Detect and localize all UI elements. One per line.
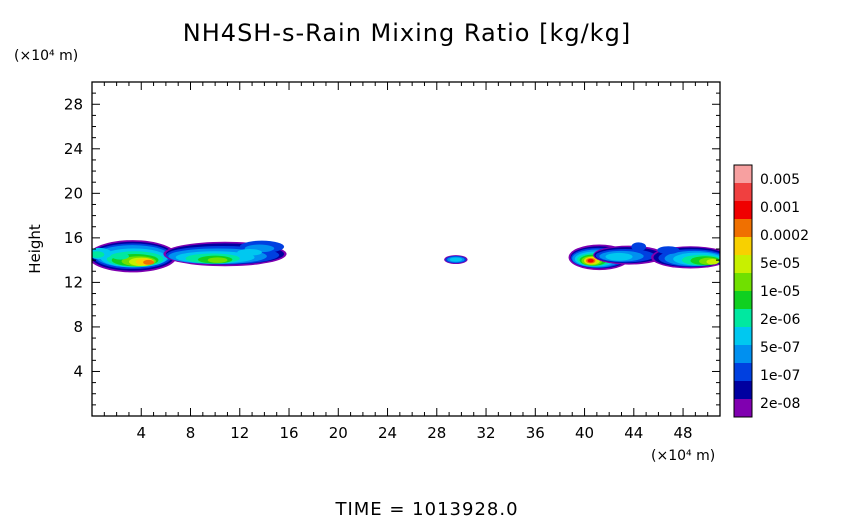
colorbar-swatch: [734, 165, 752, 184]
colorbar-label: 2e-08: [760, 396, 800, 412]
time-label: TIME = 1013928.0: [334, 499, 518, 519]
x-tick-label: 32: [476, 424, 495, 442]
colorbar-label: 0.005: [760, 172, 800, 188]
left-cloud-extension: [237, 249, 262, 256]
y-tick-label: 12: [64, 273, 83, 291]
colorbar-swatch: [734, 237, 752, 256]
colorbar-swatch: [734, 399, 752, 418]
mixing-ratio-field: [92, 240, 720, 273]
left-cloud-extension: [207, 257, 228, 263]
right-cloud: [631, 242, 647, 252]
colorbar-label: 5e-05: [760, 256, 800, 272]
x-tick-label: 48: [674, 424, 693, 442]
y-tick-label: 8: [73, 318, 83, 336]
x-tick-label: 36: [526, 424, 545, 442]
right-edge-cloud: [706, 259, 719, 265]
x-unit-label: (×10⁴ m): [651, 448, 715, 464]
colorbar-label: 2e-06: [760, 312, 800, 328]
colorbar-swatch: [734, 345, 752, 364]
colorbar-label: 0.001: [760, 200, 800, 216]
colorbar-label: 5e-07: [760, 340, 800, 356]
colorbar-swatch: [734, 183, 752, 202]
colorbar-label: 1e-07: [760, 368, 800, 384]
colorbar-swatch: [734, 381, 752, 400]
colorbar-swatch: [734, 201, 752, 220]
colorbar-swatch: [734, 219, 752, 238]
y-unit-label: (×10⁴ m): [14, 48, 78, 64]
colorbar-frame: [733, 164, 753, 418]
y-tick-label: 24: [64, 140, 83, 158]
x-tick-label: 24: [378, 424, 397, 442]
y-tick-label: 28: [64, 95, 83, 113]
left-cloud: [143, 259, 155, 265]
left-cloud: [92, 251, 105, 258]
y-tick-label: 20: [64, 184, 83, 202]
x-tick-label: 40: [575, 424, 594, 442]
right-edge-cloud: [657, 246, 680, 255]
colorbar-swatch: [734, 309, 752, 328]
center-cell: [449, 257, 463, 262]
chart-title: NH4SH-s-Rain Mixing Ratio [kg/kg]: [183, 19, 631, 47]
x-tick-label: 16: [279, 424, 298, 442]
y-tick-label: 4: [73, 362, 83, 380]
x-axis: 4 8 12 16 20 24 28 32 36 40 44 48: [103, 82, 709, 442]
colorbar-label: 1e-05: [760, 284, 800, 300]
colorbar: 0.005 0.001 0.0002 5e-05 1e-05 2e-06 5e-07 1e-0…: [733, 164, 809, 418]
colorbar-swatch: [734, 255, 752, 274]
colorbar-swatch: [734, 363, 752, 382]
left-cloud: [111, 252, 129, 260]
x-tick-label: 44: [624, 424, 643, 442]
colorbar-swatch: [734, 327, 752, 346]
y-axis: 4 8 12 16 20 24 28: [64, 92, 720, 406]
x-tick-label: 28: [427, 424, 446, 442]
x-tick-label: 12: [230, 424, 249, 442]
right-cloud: [587, 258, 594, 263]
y-axis-label: Height: [26, 224, 44, 274]
colorbar-swatch: [734, 291, 752, 310]
y-tick-label: 16: [64, 229, 83, 247]
x-tick-label: 8: [186, 424, 196, 442]
colorbar-swatch: [734, 273, 752, 292]
x-tick-label: 4: [136, 424, 146, 442]
colorbar-label: 0.0002: [760, 228, 809, 244]
right-cloud: [605, 252, 633, 261]
x-tick-label: 20: [329, 424, 348, 442]
